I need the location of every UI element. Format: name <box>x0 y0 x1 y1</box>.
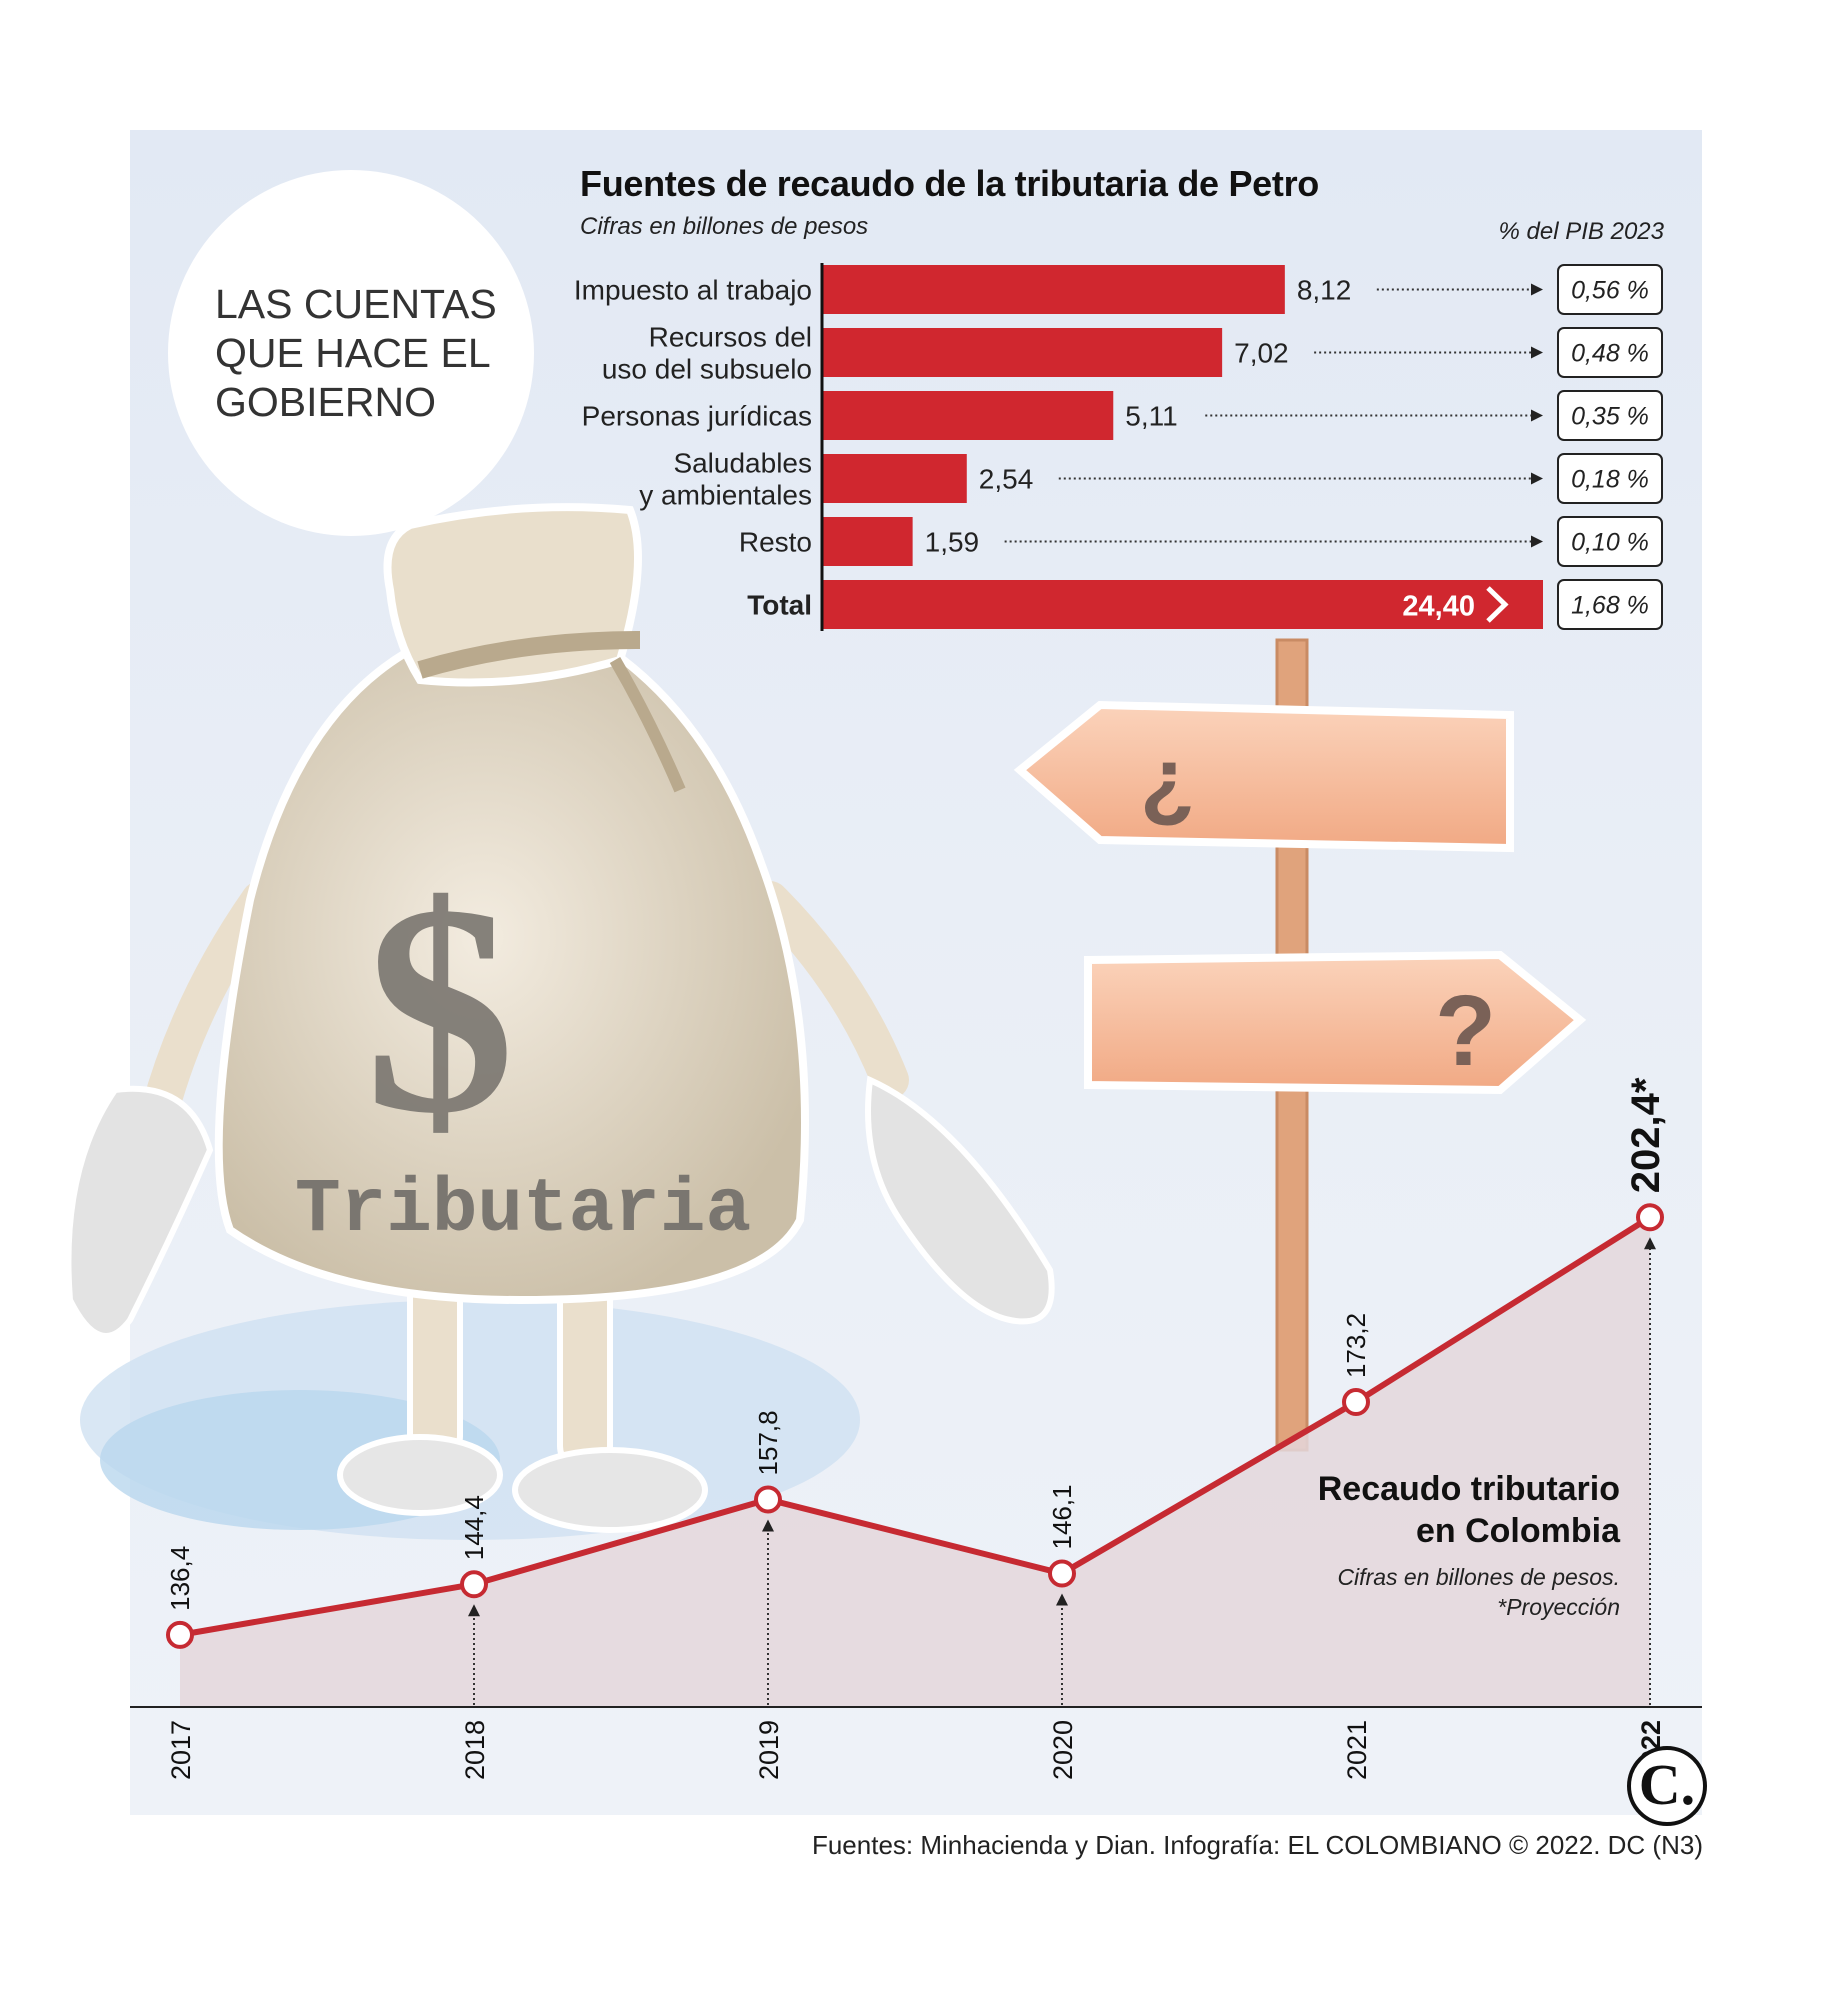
data-point <box>460 1570 488 1599</box>
point-value-label: 146,1 <box>1047 1484 1077 1549</box>
bar-category-line: Recursos del <box>649 322 812 353</box>
arrow-head-icon <box>1056 1593 1068 1606</box>
bar-category-label: Personas jurídicas <box>582 401 812 432</box>
pib-box <box>1557 327 1663 378</box>
point-value-label: 157,8 <box>753 1410 783 1475</box>
pib-value: 0,56 % <box>1571 277 1649 305</box>
point-value-label: 202,4* <box>1624 1077 1668 1193</box>
pib-box <box>1557 390 1663 441</box>
bar-chart-title: Fuentes de recaudo de la tributaria de P… <box>580 163 1319 204</box>
point-value-label: 144,4 <box>459 1495 489 1560</box>
bar-category-line: Saludables <box>673 448 812 479</box>
bar-value-label: 1,59 <box>925 527 980 558</box>
bar-category-label: Recursos del uso del subsuelo <box>602 322 812 385</box>
pib-box <box>1557 453 1663 504</box>
data-point <box>166 1620 194 1649</box>
arrow-head-icon <box>1531 535 1543 548</box>
line-chart-title: Recaudo tributario en Colombia <box>1317 1470 1620 1550</box>
bar <box>822 328 1223 377</box>
pib-value: 0,18 % <box>1571 466 1649 494</box>
arrow-head-icon <box>1644 1237 1656 1250</box>
pib-box <box>1557 264 1663 315</box>
bag-glove <box>65 1085 214 1339</box>
line-chart-subtitle: Cifras en billones de pesos. *Proyección <box>1337 1564 1620 1620</box>
arrow-head-icon <box>1531 283 1543 296</box>
bag-shoe <box>337 1434 503 1516</box>
bar-category-line: Personas jurídicas <box>582 401 812 432</box>
bar-value-label: 5,11 <box>1125 401 1177 432</box>
bag-shoe <box>512 1447 708 1533</box>
bar-value-label: 2,54 <box>979 464 1034 495</box>
arrow-head-icon <box>1531 409 1543 422</box>
bar <box>822 517 913 566</box>
bar-category-line: uso del subsuelo <box>602 354 812 385</box>
bar-value-label: 7,02 <box>1234 338 1289 369</box>
x-tick-label: 2021 <box>1342 1720 1372 1780</box>
bar-category-label: Impuesto al trabajo <box>574 275 812 306</box>
bar-category-line: Impuesto al trabajo <box>574 275 812 306</box>
sign-right-glyph: ? <box>1435 975 1496 1087</box>
el-colombiano-logo: C. <box>1627 1746 1707 1826</box>
series-line <box>179 1214 1652 1638</box>
pib-value: 0,10 % <box>1571 529 1649 557</box>
bar-category-line: Total <box>747 590 812 621</box>
data-point <box>1636 1203 1664 1232</box>
intro-circle <box>168 170 534 536</box>
bar <box>822 265 1285 314</box>
bag-body <box>214 635 809 1305</box>
bar-value-label: 8,12 <box>1297 275 1352 306</box>
bar-category-line: Resto <box>739 527 812 558</box>
bag-rope-end <box>609 656 686 793</box>
pib-value: 0,48 % <box>1571 340 1649 368</box>
bar-category-line: y ambientales <box>639 480 812 511</box>
pib-box <box>1557 516 1663 567</box>
data-point <box>754 1485 782 1514</box>
bag-character: $ Tributaria <box>65 503 1055 1533</box>
bar <box>822 580 1543 629</box>
bar <box>822 454 967 503</box>
source-credit: Fuentes: Minhacienda y Dian. Infografía:… <box>811 1830 1703 1860</box>
signpost: ¿ ? <box>1013 638 1587 1452</box>
sign-left <box>1013 700 1514 853</box>
data-point <box>1048 1559 1076 1588</box>
bag-glove <box>865 1075 1055 1325</box>
dollar-sign-icon: $ <box>365 843 515 1175</box>
arrow-head-icon <box>762 1519 774 1532</box>
bar <box>822 391 1114 440</box>
bar-chart-subtitle: Cifras en billones de pesos <box>580 213 869 240</box>
sign-left-glyph: ¿ <box>1140 730 1195 830</box>
data-point <box>1342 1388 1370 1417</box>
arrow-head-icon <box>1531 472 1543 485</box>
x-tick-label: 2017 <box>166 1720 196 1780</box>
chevron-right-icon <box>1486 586 1509 623</box>
point-value-label: 136,4 <box>165 1546 195 1611</box>
bar-value-label: 24,40 <box>1402 591 1475 623</box>
point-value-label: 173,2 <box>1341 1313 1371 1378</box>
x-tick-label: 2020 <box>1048 1720 1078 1780</box>
arrow-head-icon <box>468 1604 480 1617</box>
bag-arm <box>751 881 909 1099</box>
bag-rope <box>417 631 641 679</box>
pib-value: 1,68 % <box>1571 592 1649 620</box>
pib-value: 0,35 % <box>1571 403 1649 431</box>
bar-category-label: Saludables y ambientales <box>639 448 812 511</box>
bar-category-label: Resto <box>739 527 812 558</box>
x-tick-label: 2019 <box>754 1720 784 1780</box>
pib-header: % del PIB 2023 <box>1498 218 1664 245</box>
bar-category-label: Total <box>747 590 812 621</box>
x-tick-label: 2018 <box>460 1720 490 1780</box>
intro-headline: LAS CUENTAS QUE HACE EL GOBIERNO <box>215 281 497 425</box>
arrow-head-icon <box>1531 346 1543 359</box>
line-area <box>180 1217 1650 1707</box>
pib-box <box>1557 579 1663 630</box>
bag-label: Tributaria <box>295 1167 751 1253</box>
sign-right <box>1084 950 1587 1095</box>
